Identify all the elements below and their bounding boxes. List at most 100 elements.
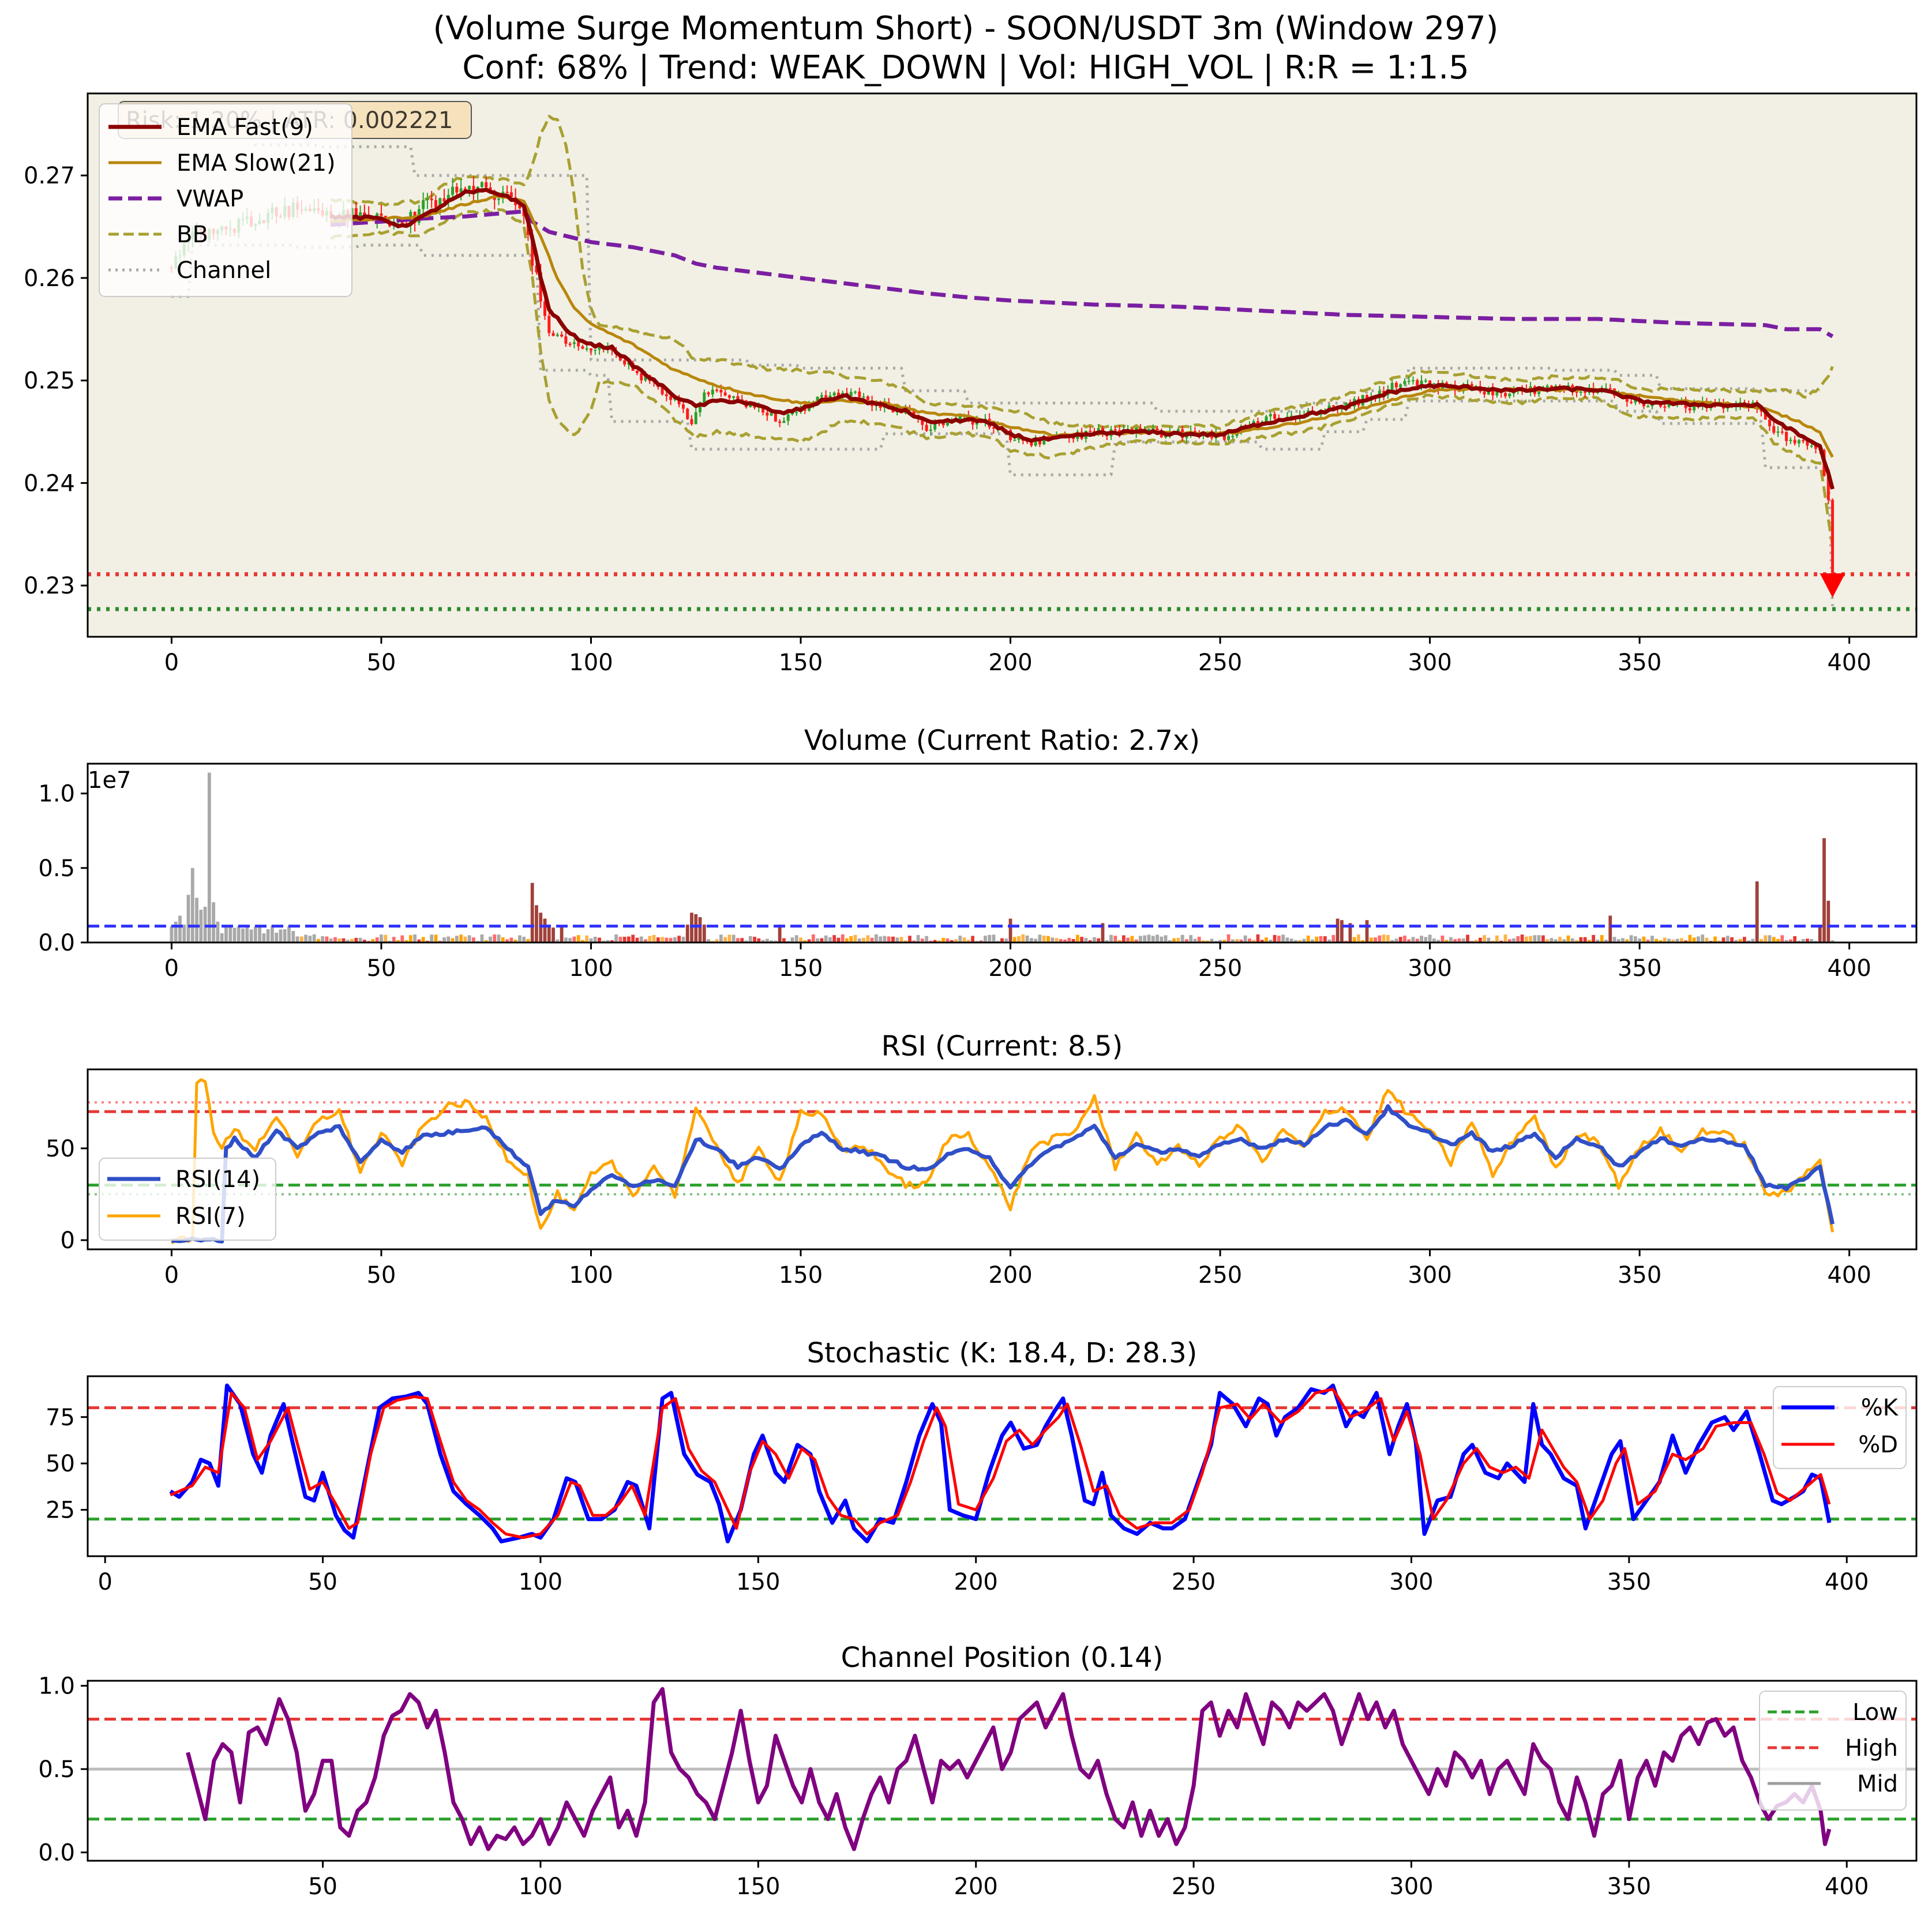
stochastic-title: Stochastic (K: 18.4, D: 28.3) [807,1337,1198,1369]
volume-bar [1156,934,1159,942]
price-plot-area [88,93,1916,637]
volume-bar [1143,935,1147,942]
volume-bar [190,868,194,942]
volume-bar [1600,935,1604,942]
volume-bar [1008,918,1012,942]
volume-bar [522,937,526,942]
legend-label-channel: Channel [177,257,271,284]
candle-body [1625,397,1629,402]
rsi7-line [171,1078,1835,1245]
volume-bar [610,940,614,942]
legend-label-rsi14: RSI(14) [175,1166,260,1193]
candle-body [442,198,446,202]
volume-bar [1080,937,1084,942]
volume-bar [1755,881,1759,942]
candle-body [581,346,584,349]
volume-bar [1374,937,1377,942]
volume-bar [731,934,736,942]
volume-bar [350,938,354,942]
volume-bar [455,936,459,942]
volume-bar [560,926,564,942]
candle-body [1034,440,1037,446]
volume-bar [669,938,673,942]
candle-body [560,335,564,337]
volume-bar [1348,923,1352,942]
volume-bar [224,927,228,942]
volume-bar [1059,939,1063,942]
volume-bar [1550,938,1554,942]
volume-bar [1038,934,1042,942]
candle-body [1273,414,1277,419]
short-signal-arrow [1820,573,1845,598]
x-tick-label: 0 [97,1569,112,1595]
volume-bar [1017,936,1021,942]
bb-upper-line [330,115,1834,430]
volume-bar [1269,940,1273,942]
candle-body [849,392,853,397]
volume-bar [866,935,870,942]
candle-body [1772,426,1776,433]
candle-body [1537,390,1541,394]
volume-bar [794,935,798,942]
price-panel: 0 50 100 150 200 250 300 350 400 0.23 0.24 0.25 0.26… [24,92,1918,676]
candle-body [992,427,995,429]
volume-bar [271,925,274,942]
candle-body [598,347,601,350]
volume-bar [1206,940,1210,942]
volume-bar [1663,937,1667,942]
rsi-title: RSI (Current: 8.5) [881,1030,1123,1062]
candle-body [640,373,643,381]
candle-body [430,198,433,201]
volume-bar [1701,934,1705,942]
x-tick-label: 50 [308,1569,337,1595]
legend-label-rsi7: RSI(7) [175,1203,246,1230]
candle-body [707,392,710,395]
volume-bar [1243,935,1247,942]
legend-label-bb: BB [177,221,208,248]
candle-body [925,425,928,431]
candle-body [790,412,794,415]
candle-body [1151,428,1155,430]
volume-bar [681,937,685,942]
candle-body [1495,390,1499,396]
x-tick-label: 150 [736,1569,780,1595]
volume-bar [463,936,467,942]
candle-body [1793,440,1796,444]
y-tick-label: 75 [46,1404,75,1431]
volume-bar [1029,938,1033,942]
volume-bar [1180,934,1184,942]
volume-bar [1671,940,1675,942]
volume-bar [1533,935,1537,942]
volume-bar [685,925,689,942]
candle-body [946,420,949,426]
volume-bar [1369,937,1373,942]
channel-position-legend: Low High Mid [1759,1691,1907,1811]
x-tick-label: 200 [988,1262,1032,1289]
volume-bar [652,934,656,942]
volume-bar [1524,936,1528,942]
volume-bar [501,937,505,942]
x-tick-label: 150 [779,955,823,982]
candle-body [828,395,832,399]
volume-bar [925,936,929,942]
volume-bar [1457,938,1461,942]
volume-bar [1051,937,1055,942]
candle-body [832,392,836,396]
volume-bar [635,937,639,942]
volume-bar [883,936,887,942]
candle-body [921,419,924,425]
ema-fast-line [329,187,1835,490]
volume-bar [304,934,307,942]
candle-body [1768,419,1772,426]
volume-bar [174,921,178,942]
volume-bar [845,938,849,942]
volume-bar [1164,935,1168,942]
candle-body [1785,431,1788,441]
volume-bar [891,936,895,942]
volume-bar [392,937,396,942]
candle-body [1503,393,1507,397]
volume-bar [417,939,421,942]
x-tick-label: 0 [164,649,179,676]
volume-bar [979,940,983,942]
volume-bar [216,921,220,942]
